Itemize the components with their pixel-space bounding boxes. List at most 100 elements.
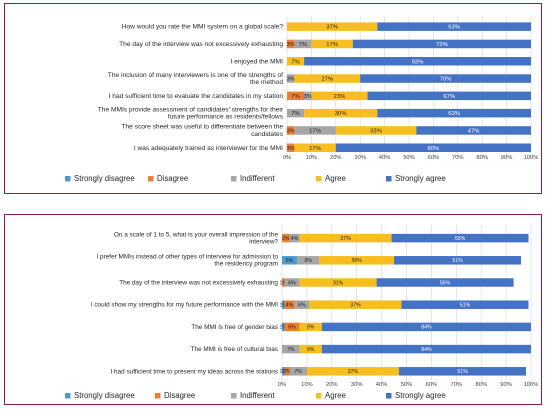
- data-label: 9%: [307, 347, 315, 353]
- bar-segment-disagree: [287, 39, 295, 49]
- chart-candidates: 0% 10% 20% 30% 40% 50% 60% 70% 80% 90% 100% On a sc…: [65, 225, 539, 400]
- bar-segment-strongly-agree: [321, 322, 531, 332]
- legend-swatch-disagree: [155, 393, 161, 399]
- category-label: The day of the interview was not excessi…: [119, 280, 278, 287]
- data-label: 7%: [291, 111, 300, 117]
- data-label: 3%: [286, 42, 295, 48]
- x-tick-label: 30%: [351, 382, 363, 388]
- data-label: 1%: [279, 303, 287, 309]
- bar-segment-disagree: [284, 367, 290, 376]
- category-label: I was adequately trained as interviewer …: [134, 145, 283, 152]
- bar-segment-disagree: [287, 143, 295, 152]
- category-label: The MMI is free of cultural bias: [191, 346, 278, 353]
- data-label: 9%: [307, 325, 315, 331]
- x-tick-label: 60%: [428, 155, 440, 161]
- category-label-line: the method: [250, 79, 283, 86]
- bar-segment-indifferent: [287, 74, 295, 83]
- category-label: The day of the interview was not excessi…: [119, 41, 283, 48]
- data-label: 4%: [291, 236, 299, 242]
- bar-segment-disagree: [287, 126, 295, 135]
- bar-segment-disagree: [284, 322, 300, 332]
- bar-segment-strongly-agree: [377, 22, 531, 31]
- bar-segment-indifferent: [284, 278, 300, 287]
- bar-segment-indifferent: [282, 344, 300, 354]
- x-tick-label: 40%: [376, 382, 388, 388]
- category-label-line: The MMIs provide assessment of candidate…: [98, 106, 284, 113]
- data-label: 55%: [455, 236, 466, 242]
- bar-segment-strongly-agree: [416, 126, 531, 135]
- category-label-line: The score sheet was useful to differenti…: [121, 124, 283, 131]
- data-label: 17%: [326, 42, 339, 48]
- data-label: 6%: [286, 258, 294, 264]
- data-label: 84%: [421, 347, 432, 353]
- bar-segment-strongly-agree: [377, 108, 531, 118]
- data-label: 17%: [309, 146, 322, 152]
- data-label: 3%: [286, 129, 295, 135]
- data-label: 7%: [299, 42, 308, 48]
- data-label: 3%: [282, 236, 290, 242]
- bar-segment-agree: [299, 233, 392, 243]
- bar-segment-agree: [287, 22, 378, 31]
- category-label: I enjoyed the MMI: [231, 58, 284, 65]
- bar-segment-indifferent: [294, 126, 336, 135]
- x-tick-label: 50%: [401, 382, 413, 388]
- bar-segment-agree: [304, 108, 378, 118]
- bar-segment-agree: [299, 322, 322, 332]
- category-label-line: The inclusion of many interviewers is on…: [108, 72, 283, 79]
- x-tick-label: 20%: [330, 155, 342, 161]
- legend-swatch-indifferent: [231, 176, 237, 182]
- bar-segment-indifferent: [294, 300, 310, 309]
- category-label: The score sheet was useful to differenti…: [121, 124, 283, 138]
- legend-swatch-strongly-agree: [386, 393, 392, 399]
- category-label: I prefer MMIs instead of other types of …: [97, 254, 279, 268]
- legend-swatch-agree: [316, 393, 322, 399]
- bar-segment-indifferent: [287, 108, 305, 118]
- x-tick-label: 100%: [524, 382, 539, 388]
- category-label: How would you rate the MMI system on a g…: [122, 24, 284, 31]
- bar-segment-strongly-agree: [321, 344, 531, 354]
- x-tick-label: 50%: [403, 155, 415, 161]
- bar-segment-agree: [309, 300, 402, 309]
- legend-swatch-indifferent: [231, 393, 237, 399]
- legend-label: Strongly agree: [395, 391, 446, 400]
- data-label: 1%: [279, 280, 287, 286]
- bar-segment-disagree: [287, 91, 305, 101]
- category-label: The inclusion of many interviewers is on…: [108, 72, 284, 86]
- x-tick-label: 10%: [306, 155, 318, 161]
- category-label: The MMIs provide assessment of candidate…: [98, 106, 284, 120]
- data-label: 37%: [348, 369, 359, 375]
- data-label: 6%: [298, 303, 306, 309]
- bar-segment-strongly-agree: [394, 256, 522, 265]
- bar-segment-agree: [335, 126, 417, 135]
- legend-label: Disagree: [157, 174, 188, 183]
- chart-panel-interviewers: 0% 10% 20% 30% 40% 50% 60% 70% 80% 90% 100% How wou…: [4, 3, 542, 194]
- x-tick-label: 0%: [283, 155, 291, 161]
- data-label: 37%: [326, 25, 339, 31]
- category-label: The MMI is free of gender bias: [191, 324, 278, 331]
- bar-segment-agree: [287, 57, 305, 66]
- x-tick-label: 0%: [278, 382, 286, 388]
- bar-segment-agree: [311, 39, 353, 49]
- data-label: 7%: [287, 347, 295, 353]
- category-label-line: I prefer MMIs instead of other types of …: [97, 254, 279, 261]
- bar-segment-strongly-agree: [335, 143, 531, 152]
- data-label: 3%: [286, 77, 295, 83]
- bar-segment-indifferent: [296, 256, 320, 265]
- legend-swatch-strongly-disagree: [65, 176, 71, 182]
- bar-segment-indifferent: [304, 91, 312, 101]
- bar-segment-agree: [311, 91, 368, 101]
- x-tick-label: 60%: [426, 382, 438, 388]
- legend-label: Agree: [325, 391, 346, 400]
- legend-swatch-strongly-disagree: [65, 393, 71, 399]
- category-label-line: interview?: [249, 238, 278, 245]
- data-label: 31%: [333, 280, 344, 286]
- data-label: 30%: [352, 258, 363, 264]
- bar-segment-strongly-agree: [401, 300, 529, 309]
- data-label: 51%: [452, 258, 463, 264]
- bar-segment-indifferent: [289, 233, 300, 243]
- bar-segment-strongly-disagree: [282, 367, 285, 376]
- x-tick-label: 100%: [524, 155, 539, 161]
- x-tick-label: 20%: [326, 382, 338, 388]
- data-label: 6%: [288, 280, 296, 286]
- category-label-line: the residency program: [214, 261, 278, 268]
